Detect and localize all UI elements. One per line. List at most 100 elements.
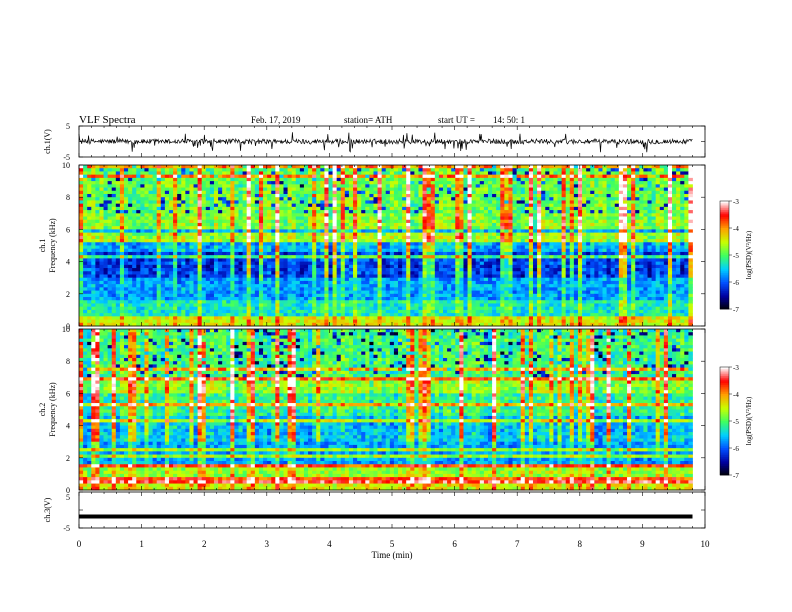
spectrogram-cell — [213, 181, 219, 185]
spectrogram-cell — [303, 258, 309, 262]
spectrogram-cell — [275, 232, 280, 237]
spectrogram-cell — [573, 187, 579, 192]
spectrogram-cell — [447, 165, 452, 169]
spectrogram-cell — [627, 165, 632, 169]
spectrogram-cell — [181, 177, 186, 182]
spectrogram-cell — [111, 213, 117, 217]
spectrogram-cell — [234, 235, 239, 240]
spectrogram-cell — [271, 268, 276, 272]
spectrogram-cell — [332, 210, 338, 214]
spectrogram-cell — [365, 171, 370, 176]
spectrogram-cell — [582, 248, 587, 253]
spectrogram-cell — [422, 200, 428, 205]
spectrogram-cell — [111, 184, 117, 188]
spectrogram-cell — [438, 168, 444, 172]
spectrogram-cell — [426, 184, 432, 188]
spectrogram-cell — [168, 226, 174, 230]
spectrogram-cell — [168, 232, 174, 237]
spectrogram-cell — [168, 258, 174, 262]
spectrogram-cell — [205, 197, 211, 201]
spectrogram-cell — [443, 222, 448, 227]
spectrogram-cell — [136, 206, 141, 211]
spectrogram-cell — [598, 181, 603, 185]
spectrogram-cell — [291, 251, 297, 256]
spectrogram-cell — [430, 210, 436, 214]
spectrogram-cell — [573, 193, 579, 198]
spectrogram-cell — [218, 229, 223, 234]
spectrogram-cell — [647, 187, 652, 192]
spectrogram-cell — [283, 226, 288, 230]
spectrogram-cell — [263, 200, 268, 205]
spectrogram-cell — [672, 197, 677, 201]
spectrogram-cell — [201, 187, 207, 192]
spectrogram-cell — [414, 203, 419, 208]
spectrogram-cell — [614, 210, 620, 214]
spectrogram-cell — [242, 203, 248, 208]
spectrogram-cell — [451, 213, 456, 217]
spectrogram-cell — [303, 261, 309, 266]
spectrogram-cell — [582, 174, 587, 179]
spectrogram-cell — [402, 193, 407, 198]
spectrogram-cell — [627, 239, 632, 243]
spectrogram-cell — [672, 200, 677, 205]
spectrogram-cell — [655, 251, 661, 256]
spectrogram-cell — [197, 251, 203, 256]
spectrogram-cell — [565, 213, 571, 217]
spectrogram-cell — [385, 219, 391, 224]
spectrogram-cell — [275, 165, 280, 169]
spectrogram-cell — [250, 232, 256, 237]
spectrogram-cell — [622, 264, 628, 269]
spectrogram-cell — [103, 197, 109, 201]
spectrogram-cell — [234, 258, 239, 262]
spectrogram-cell — [647, 184, 652, 188]
spectrogram-cell — [663, 242, 669, 246]
spectrogram-cell — [205, 232, 211, 237]
spectrogram-cell — [606, 174, 612, 179]
spectrogram-cell — [496, 190, 501, 195]
spectrogram-cell — [344, 242, 350, 246]
spectrogram-cell — [475, 165, 481, 169]
spectrogram-cell — [218, 242, 223, 246]
spectrogram-cell — [602, 219, 607, 224]
spectrogram-cell — [463, 235, 468, 240]
spectrogram-cell — [504, 239, 509, 243]
spectrogram-cell — [344, 168, 350, 172]
spectrogram-cell — [516, 197, 522, 201]
spectrogram-cell — [573, 181, 579, 185]
spectrogram-cell — [385, 213, 391, 217]
spectrogram-cell — [242, 248, 248, 253]
spectrogram-cell — [201, 232, 207, 237]
spectrogram-cell — [610, 264, 616, 269]
spectrogram-cell — [622, 235, 628, 240]
spectrogram-cell — [181, 261, 186, 266]
spectrogram-cell — [344, 181, 350, 185]
spectrogram-cell — [312, 251, 317, 256]
spectrogram-cell — [291, 261, 297, 266]
spectrogram-cell — [275, 261, 280, 266]
spectrogram-cell — [328, 168, 333, 172]
spectrogram-cell — [463, 190, 468, 195]
spectrogram-cell — [107, 239, 113, 243]
spectrogram-cell — [516, 187, 522, 192]
spectrogram-cell — [226, 168, 231, 172]
spectrogram-cell — [316, 226, 321, 230]
spectrogram-cell — [434, 235, 440, 240]
spectrogram-cell — [676, 219, 681, 224]
spectrogram-cell — [688, 177, 693, 182]
spectrogram-cell — [406, 264, 411, 269]
spectrogram-cell — [577, 177, 583, 182]
spectrogram-cell — [504, 264, 509, 269]
spectrogram-cell — [398, 181, 403, 185]
spectrogram-cell — [618, 187, 624, 192]
spectrogram-cell — [181, 168, 186, 172]
spectrogram-cell — [537, 206, 542, 211]
spectrogram-cell — [537, 255, 542, 259]
spectrogram-cell — [213, 268, 219, 272]
spectrogram-cell — [573, 174, 579, 179]
spectrogram-cell — [500, 255, 505, 259]
spectrogram-cell — [586, 226, 591, 230]
spectrogram-cell — [455, 203, 460, 208]
spectrogram-cell — [209, 268, 215, 272]
spectrogram-cell — [434, 168, 440, 172]
spectrogram-cell — [218, 197, 223, 201]
